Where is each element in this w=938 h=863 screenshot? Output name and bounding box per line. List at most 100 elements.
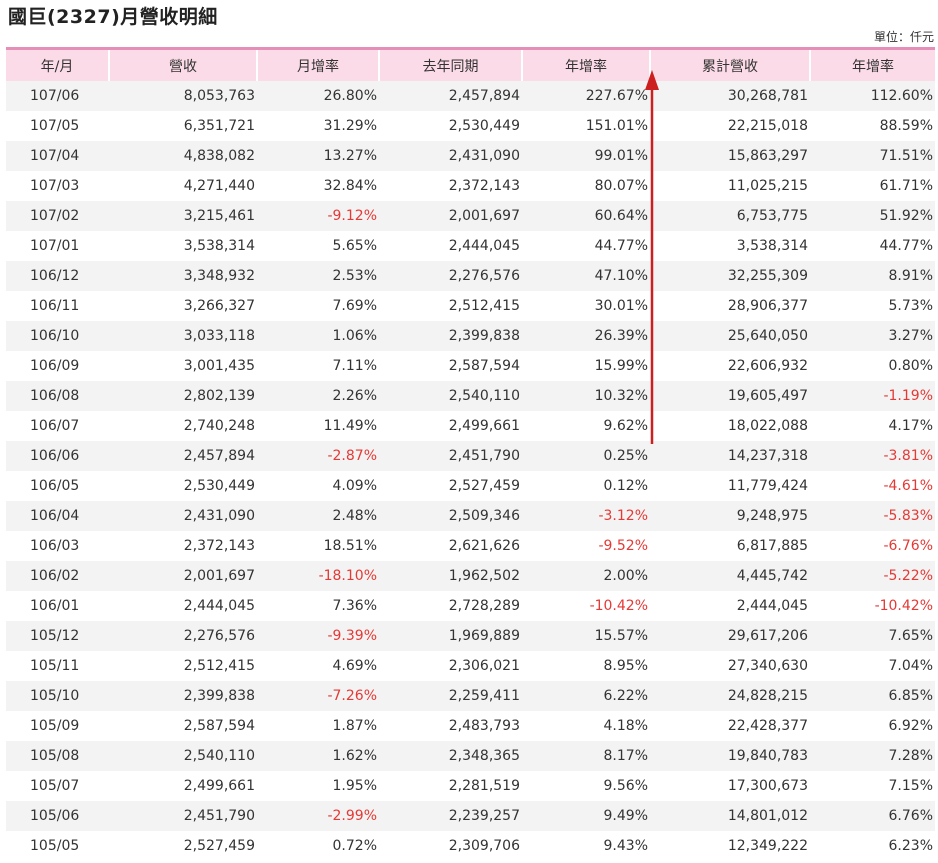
table-row: 105/06 2,451,790 -2.99% 2,239,257 9.49% 14,80…: [6, 801, 935, 831]
cell-cumulative-revenue: 27,340,630: [650, 651, 810, 681]
table-row: 106/02 2,001,697 -18.10% 1,962,502 2.00% 4,44…: [6, 561, 935, 591]
cell-last-year-same-period: 2,530,449: [379, 111, 522, 141]
table-row: 106/08 2,802,139 2.26% 2,540,110 10.32% 19,60…: [6, 381, 935, 411]
table-row: 107/03 4,271,440 32.84% 2,372,143 80.07% 11,0…: [6, 171, 935, 201]
cell-revenue: 2,276,576: [109, 621, 257, 651]
cell-yoy-growth: -9.52%: [522, 531, 650, 561]
cell-year-month: 106/05: [6, 471, 109, 501]
cell-revenue: 3,215,461: [109, 201, 257, 231]
cell-revenue: 2,399,838: [109, 681, 257, 711]
cell-mom-growth: 7.69%: [257, 291, 379, 321]
cell-revenue: 3,348,932: [109, 261, 257, 291]
cell-mom-growth: 5.65%: [257, 231, 379, 261]
cell-revenue: 2,457,894: [109, 441, 257, 471]
cell-year-month: 107/01: [6, 231, 109, 261]
cell-revenue: 4,838,082: [109, 141, 257, 171]
cell-cumulative-revenue: 28,906,377: [650, 291, 810, 321]
cell-year-month: 106/06: [6, 441, 109, 471]
cell-yoy-growth: 227.67%: [522, 81, 650, 111]
cell-revenue: 2,740,248: [109, 411, 257, 441]
unit-label: 單位：仟元: [873, 30, 934, 44]
cell-mom-growth: 26.80%: [257, 81, 379, 111]
cell-cumulative-revenue: 15,863,297: [650, 141, 810, 171]
cell-year-month: 105/11: [6, 651, 109, 681]
cell-yoy-growth: 9.62%: [522, 411, 650, 441]
header-revenue: 營收: [108, 50, 257, 81]
cell-last-year-same-period: 2,348,365: [379, 741, 522, 771]
cell-cumulative-yoy-growth: -5.83%: [810, 501, 935, 531]
table-row: 106/09 3,001,435 7.11% 2,587,594 15.99% 22,60…: [6, 351, 935, 381]
cell-last-year-same-period: 2,483,793: [379, 711, 522, 741]
cell-yoy-growth: 60.64%: [522, 201, 650, 231]
cell-mom-growth: -2.87%: [257, 441, 379, 471]
cell-mom-growth: 4.09%: [257, 471, 379, 501]
cell-year-month: 107/04: [6, 141, 109, 171]
cell-revenue: 3,001,435: [109, 351, 257, 381]
cell-last-year-same-period: 2,621,626: [379, 531, 522, 561]
cell-year-month: 107/06: [6, 81, 109, 111]
cell-year-month: 105/10: [6, 681, 109, 711]
cell-cumulative-revenue: 30,268,781: [650, 81, 810, 111]
cell-year-month: 107/03: [6, 171, 109, 201]
cell-yoy-growth: 4.18%: [522, 711, 650, 741]
cell-last-year-same-period: 2,431,090: [379, 141, 522, 171]
cell-yoy-growth: 80.07%: [522, 171, 650, 201]
cell-cumulative-yoy-growth: 4.17%: [810, 411, 935, 441]
cell-last-year-same-period: 2,372,143: [379, 171, 522, 201]
cell-yoy-growth: 9.43%: [522, 831, 650, 861]
table-row: 106/10 3,033,118 1.06% 2,399,838 26.39% 25,64…: [6, 321, 935, 351]
cell-last-year-same-period: 1,969,889: [379, 621, 522, 651]
cell-cumulative-revenue: 24,828,215: [650, 681, 810, 711]
cell-revenue: 2,512,415: [109, 651, 257, 681]
cell-cumulative-yoy-growth: -10.42%: [810, 591, 935, 621]
cell-last-year-same-period: 1,962,502: [379, 561, 522, 591]
cell-revenue: 2,444,045: [109, 591, 257, 621]
table-row: 105/08 2,540,110 1.62% 2,348,365 8.17% 19,840…: [6, 741, 935, 771]
cell-year-month: 106/10: [6, 321, 109, 351]
cell-mom-growth: 2.53%: [257, 261, 379, 291]
table-row: 107/04 4,838,082 13.27% 2,431,090 99.01% 15,8…: [6, 141, 935, 171]
cell-cumulative-revenue: 19,840,783: [650, 741, 810, 771]
cell-year-month: 105/07: [6, 771, 109, 801]
cell-cumulative-yoy-growth: 3.27%: [810, 321, 935, 351]
cell-mom-growth: 1.87%: [257, 711, 379, 741]
cell-year-month: 106/09: [6, 351, 109, 381]
table-row: 105/11 2,512,415 4.69% 2,306,021 8.95% 27,340…: [6, 651, 935, 681]
cell-last-year-same-period: 2,306,021: [379, 651, 522, 681]
monthly-revenue-table: 年/月 營收 月增率 去年同期 年增率 累計營收 年增率 107/06 8,053…: [6, 50, 935, 861]
cell-last-year-same-period: 2,239,257: [379, 801, 522, 831]
cell-cumulative-revenue: 32,255,309: [650, 261, 810, 291]
cell-yoy-growth: 9.49%: [522, 801, 650, 831]
cell-cumulative-yoy-growth: 8.91%: [810, 261, 935, 291]
cell-year-month: 105/12: [6, 621, 109, 651]
cell-last-year-same-period: 2,512,415: [379, 291, 522, 321]
cell-revenue: 2,587,594: [109, 711, 257, 741]
cell-year-month: 106/08: [6, 381, 109, 411]
cell-cumulative-revenue: 3,538,314: [650, 231, 810, 261]
cell-yoy-growth: 10.32%: [522, 381, 650, 411]
cell-cumulative-yoy-growth: 6.23%: [810, 831, 935, 861]
cell-cumulative-revenue: 18,022,088: [650, 411, 810, 441]
cell-revenue: 2,802,139: [109, 381, 257, 411]
cell-yoy-growth: 99.01%: [522, 141, 650, 171]
cell-mom-growth: 7.36%: [257, 591, 379, 621]
cell-year-month: 106/03: [6, 531, 109, 561]
cell-mom-growth: 2.26%: [257, 381, 379, 411]
cell-cumulative-revenue: 11,025,215: [650, 171, 810, 201]
table-row: 107/02 3,215,461 -9.12% 2,001,697 60.64% 6,75…: [6, 201, 935, 231]
table-row: 107/05 6,351,721 31.29% 2,530,449 151.01% 22,…: [6, 111, 935, 141]
cell-cumulative-yoy-growth: 51.92%: [810, 201, 935, 231]
cell-mom-growth: 4.69%: [257, 651, 379, 681]
table-row: 105/09 2,587,594 1.87% 2,483,793 4.18% 22,428…: [6, 711, 935, 741]
cell-revenue: 2,540,110: [109, 741, 257, 771]
cell-revenue: 4,271,440: [109, 171, 257, 201]
cell-cumulative-revenue: 29,617,206: [650, 621, 810, 651]
cell-cumulative-revenue: 12,349,222: [650, 831, 810, 861]
header-cumulative-revenue: 累計營收: [649, 50, 810, 81]
cell-cumulative-yoy-growth: 7.65%: [810, 621, 935, 651]
cell-cumulative-revenue: 22,215,018: [650, 111, 810, 141]
table-row: 106/01 2,444,045 7.36% 2,728,289 -10.42% 2,44…: [6, 591, 935, 621]
cell-last-year-same-period: 2,309,706: [379, 831, 522, 861]
cell-cumulative-yoy-growth: -5.22%: [810, 561, 935, 591]
cell-mom-growth: 31.29%: [257, 111, 379, 141]
